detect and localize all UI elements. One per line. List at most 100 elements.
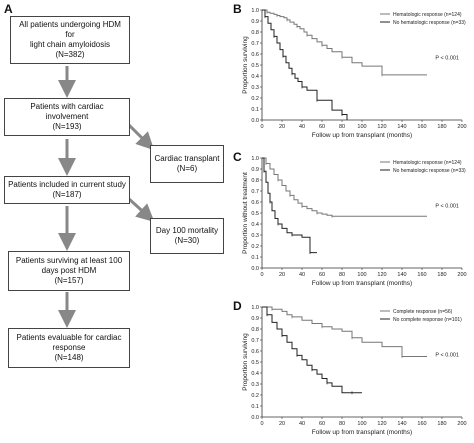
- x-axis-label: Follow up from transplant (months): [312, 280, 412, 287]
- x-tick-label: 140: [397, 124, 406, 130]
- x-tick-label: 0: [260, 421, 263, 427]
- y-axis-label: Proportion without treatment: [242, 172, 249, 254]
- flow-box-text: All patients undergoing HDM for: [19, 20, 121, 39]
- x-tick-label: 120: [377, 421, 386, 427]
- x-tick-label: 120: [377, 124, 386, 130]
- flow-box-count: (N=157): [54, 276, 84, 285]
- x-tick-label: 200: [457, 421, 466, 427]
- y-tick-label: 0.8: [251, 178, 259, 184]
- y-tick-label: 0.9: [251, 167, 259, 173]
- flow-box-cardiac-involvement: Patients with cardiac involvement (N=193…: [4, 98, 130, 136]
- flowchart-arrows: [58, 66, 155, 328]
- y-tick-label: 0.0: [251, 118, 259, 124]
- x-tick-label: 60: [319, 272, 325, 278]
- y-tick-label: 0.2: [251, 244, 259, 250]
- x-tick-label: 100: [357, 421, 366, 427]
- y-axis-label: Proportion surviving: [242, 36, 249, 94]
- flow-box-text: response: [52, 343, 86, 352]
- flow-box-text: Patients evaluable for cardiac: [16, 333, 122, 342]
- x-tick-label: 140: [397, 421, 406, 427]
- y-tick-label: 0.7: [251, 41, 259, 47]
- y-tick-label: 0.2: [251, 96, 259, 102]
- x-tick-label: 200: [457, 272, 466, 278]
- p-value: P < 0.001: [435, 56, 459, 62]
- legend-label: No hematologic response (n=33): [393, 168, 466, 174]
- flow-box-count: (N=187): [52, 190, 82, 199]
- x-tick-label: 160: [417, 421, 426, 427]
- legend-label: Complete response (n=56): [393, 309, 453, 315]
- x-tick-label: 200: [457, 124, 466, 130]
- y-tick-label: 0.2: [251, 393, 259, 399]
- y-tick-label: 0.7: [251, 189, 259, 195]
- series-line-0: [262, 306, 427, 357]
- y-tick-label: 0.8: [251, 327, 259, 333]
- flow-box-text: Patients surviving at least 100: [15, 256, 123, 265]
- y-tick-label: 0.6: [251, 52, 259, 58]
- flow-box-count: (N=148): [54, 353, 84, 362]
- x-tick-label: 40: [299, 272, 305, 278]
- panel-label-a: A: [4, 2, 13, 16]
- x-tick-label: 80: [339, 272, 345, 278]
- flow-box-text: light chain amyloidosis: [29, 40, 111, 49]
- x-tick-label: 60: [319, 421, 325, 427]
- flow-box-text: Cardiac transplant: [154, 154, 220, 163]
- panel-label-b: B: [233, 2, 242, 16]
- x-tick-label: 40: [299, 124, 305, 130]
- legend-label: Hematologic response (n=124): [393, 160, 462, 166]
- y-tick-label: 0.7: [251, 338, 259, 344]
- flow-box-text: days post HDM: [41, 266, 97, 275]
- x-tick-label: 80: [339, 421, 345, 427]
- flow-box-all-patients: All patients undergoing HDM for light ch…: [10, 16, 130, 64]
- y-tick-label: 0.8: [251, 30, 259, 36]
- y-tick-label: 0.1: [251, 107, 259, 113]
- flow-box-day100-mortality: Day 100 mortality (N=30): [150, 218, 224, 254]
- x-tick-label: 80: [339, 124, 345, 130]
- p-value: P < 0.001: [435, 204, 459, 210]
- y-tick-label: 0.4: [251, 371, 259, 377]
- km-chart-c: 0.0 0.1 0.2 0.3 0.4 0.5 0.6 0.7 0.8 0.9 1.0 0 20 40 60…: [242, 156, 467, 287]
- km-chart-b: 0.0 0.1 0.2 0.3 0.4 0.5 0.6 0.7 0.8 0.9 1.0 0 20 40 60…: [242, 8, 467, 139]
- y-tick-label: 0.4: [251, 74, 259, 80]
- y-tick-label: 1.0: [251, 156, 259, 162]
- x-tick-label: 180: [437, 272, 446, 278]
- x-tick-label: 0: [260, 124, 263, 130]
- panel-label-c: C: [233, 150, 242, 164]
- x-tick-label: 160: [417, 272, 426, 278]
- flow-box-surviving: Patients surviving at least 100 days pos…: [8, 251, 130, 291]
- flow-box-count: (N=382): [55, 50, 85, 59]
- x-tick-label: 20: [279, 272, 285, 278]
- y-axis-label: Proportion surviving: [242, 333, 249, 391]
- y-tick-label: 0.5: [251, 360, 259, 366]
- y-tick-label: 0.1: [251, 255, 259, 261]
- x-tick-label: 40: [299, 421, 305, 427]
- x-tick-label: 180: [437, 124, 446, 130]
- x-tick-label: 20: [279, 421, 285, 427]
- flow-box-count: (N=6): [176, 164, 198, 173]
- y-tick-label: 0.9: [251, 19, 259, 25]
- y-tick-label: 0.6: [251, 200, 259, 206]
- x-tick-label: 160: [417, 124, 426, 130]
- flow-box-evaluable: Patients evaluable for cardiac response …: [8, 328, 130, 368]
- y-tick-label: 0.5: [251, 211, 259, 217]
- y-tick-label: 0.1: [251, 404, 259, 410]
- flow-box-text: Patients with cardiac involvement: [30, 102, 104, 121]
- flow-box-count: (N=193): [52, 122, 82, 131]
- x-tick-label: 120: [377, 272, 386, 278]
- flow-box-text: Day 100 mortality: [155, 226, 219, 235]
- x-tick-label: 100: [357, 272, 366, 278]
- series-line-1: [262, 306, 362, 394]
- series-line-1: [262, 9, 348, 120]
- x-tick-label: 180: [437, 421, 446, 427]
- x-axis-label: Follow up from transplant (months): [312, 429, 412, 436]
- y-tick-label: 0.4: [251, 222, 259, 228]
- x-tick-label: 0: [260, 272, 263, 278]
- flow-box-count: (N=30): [174, 236, 200, 245]
- y-tick-label: 0.9: [251, 316, 259, 322]
- arrow-to-mortality: [126, 196, 155, 223]
- x-tick-label: 100: [357, 124, 366, 130]
- flow-box-text: Patients included in current study: [8, 180, 126, 189]
- y-tick-label: 0.3: [251, 233, 259, 239]
- x-axis-label: Follow up from transplant (months): [312, 132, 412, 139]
- y-tick-label: 0.5: [251, 63, 259, 69]
- x-tick-label: 140: [397, 272, 406, 278]
